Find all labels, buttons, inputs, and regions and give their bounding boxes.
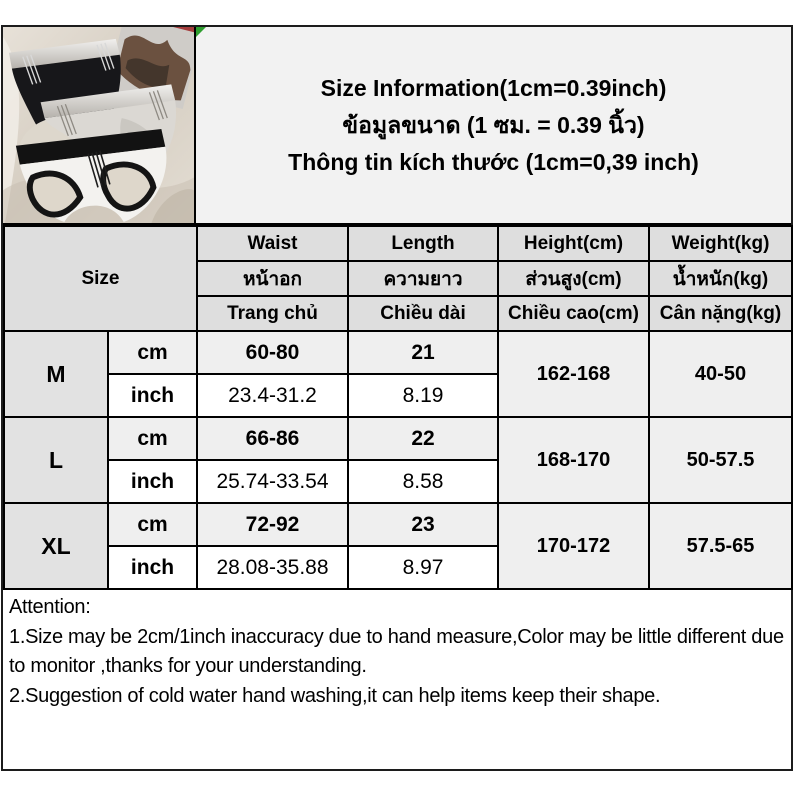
col-header-weight-th: น้ำหนัก(kg) bbox=[648, 260, 793, 297]
xl-waist-cm: 72-92 bbox=[196, 502, 349, 547]
title-vietnamese: Thông tin kích thước (1cm=0,39 inch) bbox=[288, 149, 699, 175]
size-corner-label: Size bbox=[3, 225, 198, 332]
unit-inch: inch bbox=[107, 373, 198, 418]
attention-heading: Attention: bbox=[9, 596, 91, 618]
m-waist-cm: 60-80 bbox=[196, 330, 349, 375]
size-info-title-block: Size Information(1cm=0.39inch) ข้อมูลขนา… bbox=[196, 27, 791, 223]
attention-note-1: 1.Size may be 2cm/1inch inaccuracy due t… bbox=[9, 625, 784, 678]
l-weight: 50-57.5 bbox=[648, 416, 793, 504]
l-length-inch: 8.58 bbox=[347, 459, 499, 504]
unit-cm: cm bbox=[107, 330, 198, 375]
size-label-l: L bbox=[3, 416, 109, 504]
l-length-cm: 22 bbox=[347, 416, 499, 461]
xl-height: 170-172 bbox=[497, 502, 650, 590]
unit-cm: cm bbox=[107, 416, 198, 461]
col-header-weight-en: Weight(kg) bbox=[648, 225, 793, 262]
top-region: Size Information(1cm=0.39inch) ข้อมูลขนา… bbox=[3, 27, 791, 225]
col-header-length-th: ความยาว bbox=[347, 260, 499, 297]
m-length-cm: 21 bbox=[347, 330, 499, 375]
excel-error-indicator-icon bbox=[196, 27, 206, 37]
col-header-weight-vi: Cân nặng(kg) bbox=[648, 295, 793, 332]
m-weight: 40-50 bbox=[648, 330, 793, 418]
col-header-waist-vi: Trang chủ bbox=[196, 295, 349, 332]
size-info-sheet: Size Information(1cm=0.39inch) ข้อมูลขนา… bbox=[1, 25, 793, 771]
title-thai: ข้อมูลขนาด (1 ซม. = 0.39 นิ้ว) bbox=[342, 112, 645, 138]
col-header-height-en: Height(cm) bbox=[497, 225, 650, 262]
col-header-waist-th: หน้าอก bbox=[196, 260, 349, 297]
size-chart-table: Size Waist Length Height(cm) Weight(kg) … bbox=[3, 225, 793, 590]
m-height: 162-168 bbox=[497, 330, 650, 418]
attention-note-2: 2.Suggestion of cold water hand washing,… bbox=[9, 684, 661, 707]
l-waist-inch: 25.74-33.54 bbox=[196, 459, 349, 504]
briefs-photo-illustration bbox=[3, 27, 194, 223]
l-waist-cm: 66-86 bbox=[196, 416, 349, 461]
m-waist-inch: 23.4-31.2 bbox=[196, 373, 349, 418]
col-header-length-vi: Chiều dài bbox=[347, 295, 499, 332]
unit-inch: inch bbox=[107, 459, 198, 504]
l-height: 168-170 bbox=[497, 416, 650, 504]
unit-inch: inch bbox=[107, 545, 198, 590]
size-label-xl: XL bbox=[3, 502, 109, 590]
col-header-waist-en: Waist bbox=[196, 225, 349, 262]
col-header-height-vi: Chiều cao(cm) bbox=[497, 295, 650, 332]
unit-cm: cm bbox=[107, 502, 198, 547]
size-label-m: M bbox=[3, 330, 109, 418]
col-header-length-en: Length bbox=[347, 225, 499, 262]
xl-weight: 57.5-65 bbox=[648, 502, 793, 590]
m-length-inch: 8.19 bbox=[347, 373, 499, 418]
xl-length-inch: 8.97 bbox=[347, 545, 499, 590]
xl-length-cm: 23 bbox=[347, 502, 499, 547]
col-header-height-th: ส่วนสูง(cm) bbox=[497, 260, 650, 297]
attention-section: Attention: 1.Size may be 2cm/1inch inacc… bbox=[3, 590, 791, 711]
title-english: Size Information(1cm=0.39inch) bbox=[320, 75, 667, 101]
product-photo bbox=[3, 27, 196, 223]
xl-waist-inch: 28.08-35.88 bbox=[196, 545, 349, 590]
